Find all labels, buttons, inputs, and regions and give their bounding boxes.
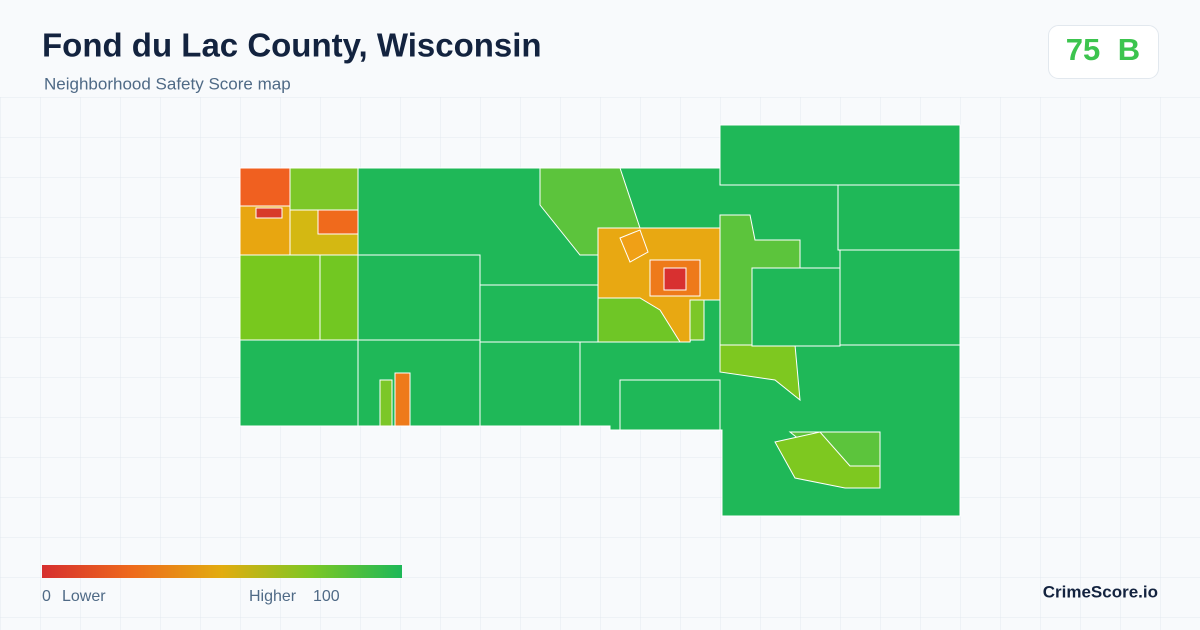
region xyxy=(239,254,321,341)
region xyxy=(597,297,681,343)
region xyxy=(837,184,961,251)
score-grade: B xyxy=(1118,32,1140,67)
score-badge xyxy=(1048,25,1159,79)
region xyxy=(839,249,961,346)
region xyxy=(774,431,881,489)
legend-min-label: Lower xyxy=(62,588,106,605)
region xyxy=(289,167,359,211)
legend-max: 100 xyxy=(313,588,340,605)
region xyxy=(619,229,649,263)
region xyxy=(317,209,359,235)
score-value: 75 xyxy=(1066,32,1100,67)
region xyxy=(689,299,705,341)
region xyxy=(663,267,687,291)
region xyxy=(619,379,721,431)
legend-min: 0 xyxy=(42,588,51,605)
map xyxy=(239,124,961,517)
region xyxy=(239,339,359,427)
region xyxy=(751,267,841,347)
legend-scale xyxy=(42,565,402,578)
region xyxy=(394,372,411,427)
region xyxy=(479,284,599,343)
region xyxy=(357,254,481,341)
subtitle: Neighborhood Safety Score map xyxy=(44,74,291,93)
region xyxy=(719,124,961,186)
region xyxy=(255,207,283,219)
legend-max-label: Higher xyxy=(249,588,297,605)
region xyxy=(239,167,291,207)
title: Fond du Lac County, Wisconsin xyxy=(42,27,542,64)
region xyxy=(379,379,393,427)
region xyxy=(479,341,581,427)
region xyxy=(319,254,359,341)
brand: CrimeScore.io xyxy=(1043,582,1158,601)
